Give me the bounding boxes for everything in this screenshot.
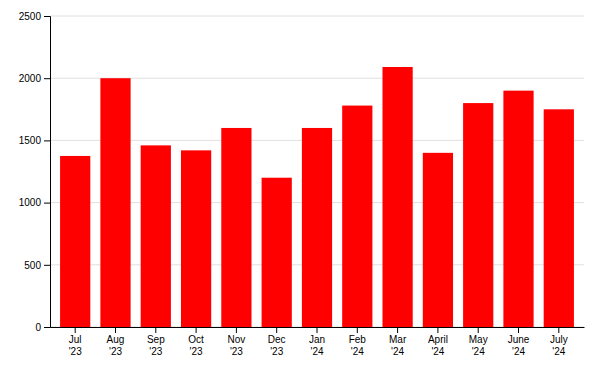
bar	[181, 150, 211, 327]
x-tick-label: July'24	[550, 334, 568, 357]
x-tick-mark	[196, 327, 197, 333]
x-tick: Sep'23	[147, 327, 165, 357]
x-tick-mark	[236, 327, 237, 333]
x-tick-mark	[155, 327, 156, 333]
y-tick-label: 0	[35, 322, 41, 333]
x-tick: April'24	[428, 327, 448, 357]
bar	[342, 106, 372, 327]
x-tick: Nov'23	[227, 327, 245, 357]
y-tick-mark	[44, 203, 50, 204]
x-tick-mark	[357, 327, 358, 333]
grid-line	[50, 16, 584, 17]
chart-container: 0 500 1000 1500 2000 2500 Jul'23 Aug'23 Sep'23 Oc…	[0, 0, 600, 371]
plot-area: 0 500 1000 1500 2000 2500 Jul'23 Aug'23 Sep'23 Oc…	[19, 11, 585, 357]
bar	[100, 78, 130, 327]
y-tick-mark	[44, 78, 50, 79]
x-tick-label: Sep'23	[147, 334, 165, 357]
x-tick: Oct'23	[188, 327, 204, 357]
y-tick-label: 2000	[19, 73, 42, 84]
y-tick: 0	[35, 322, 50, 333]
x-tick-mark	[317, 327, 318, 333]
bar	[221, 128, 251, 327]
x-tick-label: Jul'23	[69, 334, 82, 357]
x-tick-label: Jan'24	[309, 334, 325, 357]
x-tick-mark	[437, 327, 438, 333]
x-tick-label: Dec'23	[268, 334, 286, 357]
bar	[423, 153, 453, 327]
x-tick-mark	[115, 327, 116, 333]
y-tick-mark	[44, 140, 50, 141]
bar	[302, 128, 332, 327]
x-axis: Jul'23 Aug'23 Sep'23 Oct'23 Nov'23 Dec'23 Jan'…	[51, 327, 585, 357]
x-tick: Mar'24	[389, 327, 407, 357]
x-tick: May'24	[469, 327, 488, 357]
x-tick-label: Aug'23	[107, 334, 125, 357]
x-tick-label: May'24	[469, 334, 488, 357]
bars	[60, 67, 574, 327]
x-tick-mark	[558, 327, 559, 333]
y-tick-mark	[44, 16, 50, 17]
grid	[50, 16, 584, 327]
x-tick: Dec'23	[268, 327, 286, 357]
bar	[262, 178, 292, 327]
x-tick-mark	[276, 327, 277, 333]
y-tick: 1500	[19, 135, 50, 146]
x-tick-mark	[518, 327, 519, 333]
chart-svg: 0 500 1000 1500 2000 2500 Jul'23 Aug'23 Sep'23 Oc…	[0, 0, 600, 371]
bar	[382, 67, 412, 327]
x-tick-mark	[75, 327, 76, 333]
x-tick-label: Nov'23	[227, 334, 245, 357]
bar	[141, 145, 171, 327]
y-tick-label: 500	[24, 260, 41, 271]
y-tick: 500	[24, 260, 50, 271]
x-tick-mark	[478, 327, 479, 333]
x-tick-mark	[397, 327, 398, 333]
x-tick-label: Feb'24	[349, 334, 367, 357]
x-tick-label: Oct'23	[188, 334, 204, 357]
y-tick-label: 1500	[19, 135, 42, 146]
y-tick-label: 1000	[19, 197, 42, 208]
y-axis-line	[44, 17, 51, 328]
bar	[503, 91, 533, 327]
y-tick-mark	[44, 327, 50, 328]
y-tick-label: 2500	[19, 11, 42, 22]
x-tick: Jul'23	[69, 327, 82, 357]
x-tick-label: June'24	[508, 334, 530, 357]
y-axis: 0 500 1000 1500 2000 2500	[19, 11, 51, 333]
y-tick: 1000	[19, 197, 50, 208]
y-tick: 2000	[19, 73, 50, 84]
x-tick-label: Mar'24	[389, 334, 407, 357]
bar	[60, 156, 90, 327]
x-tick: Feb'24	[349, 327, 367, 357]
bar	[544, 109, 574, 327]
x-tick-label: April'24	[428, 334, 448, 357]
y-tick-mark	[44, 265, 50, 266]
x-tick: Jan'24	[309, 327, 325, 357]
y-tick: 2500	[19, 11, 50, 22]
x-tick: June'24	[508, 327, 530, 357]
bar	[463, 103, 493, 327]
x-tick: Aug'23	[107, 327, 125, 357]
x-tick: July'24	[550, 327, 568, 357]
